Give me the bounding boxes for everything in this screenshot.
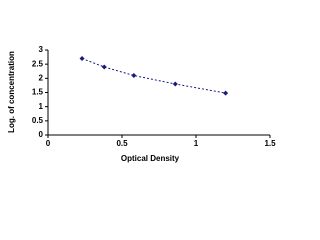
x-tick-label: 0.5	[116, 139, 128, 148]
background	[0, 0, 300, 200]
x-axis-label: Optical Density	[121, 154, 180, 163]
y-tick-label: 2.5	[32, 59, 44, 68]
y-tick-label: 0.5	[32, 116, 44, 125]
y-tick-label: 2	[39, 73, 44, 82]
y-axis-label: Log. of concentration	[7, 51, 16, 133]
y-tick-label: 0	[39, 130, 44, 139]
y-tick-label: 1.5	[32, 88, 44, 97]
x-tick-label: 1.5	[264, 139, 276, 148]
data-point	[131, 73, 137, 78]
y-tick-label: 3	[39, 45, 44, 54]
data-line	[81, 58, 226, 94]
data-point	[223, 90, 229, 96]
x-tick-label: 1	[194, 139, 199, 148]
data-point	[101, 64, 107, 70]
data-point	[172, 81, 178, 87]
data-point	[79, 56, 85, 61]
x-tick-label: 0	[46, 139, 51, 148]
y-tick-label: 1	[39, 102, 44, 111]
chart: Optical Density Log. of concentration 00…	[0, 0, 300, 200]
